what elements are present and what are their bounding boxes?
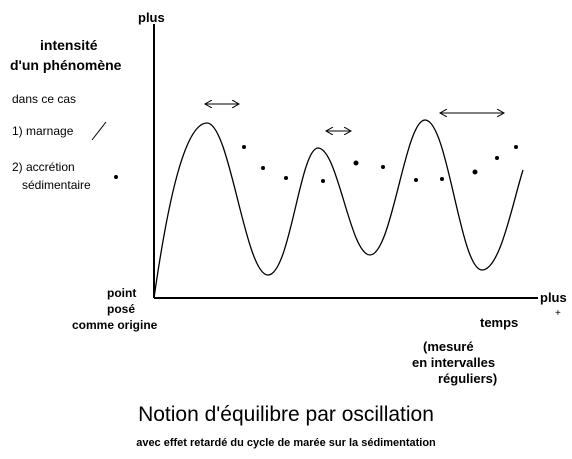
x-note: réguliers)	[438, 371, 497, 386]
y-title: intensité	[40, 37, 98, 53]
x-note: (mesuré	[423, 339, 474, 354]
subtitle: avec effet retardé du cycle de marée sur…	[136, 437, 436, 449]
origin-label: point	[107, 286, 136, 300]
y-title: d'un phénomène	[10, 57, 122, 73]
legend-heading: dans ce cas	[12, 92, 76, 106]
legend-item: sédimentaire	[22, 178, 91, 192]
sediment-dots	[242, 145, 518, 183]
title: Notion d'équilibre par oscillation	[138, 403, 434, 426]
x-note: en intervalles	[412, 355, 495, 370]
legend-item: 1) marnage	[12, 124, 74, 138]
legend-dot	[114, 175, 118, 179]
x-axis-label: plus	[540, 290, 567, 305]
x-axis-sign: +	[555, 308, 561, 319]
legend-item: 2) accrétion	[12, 160, 75, 174]
x-title: temps	[480, 315, 518, 330]
origin-label: comme origine	[72, 318, 158, 332]
y-axis-label: plus	[138, 10, 165, 25]
origin-label: posé	[107, 302, 135, 316]
legend-line	[91, 121, 107, 141]
oscillation-curve	[153, 119, 524, 299]
